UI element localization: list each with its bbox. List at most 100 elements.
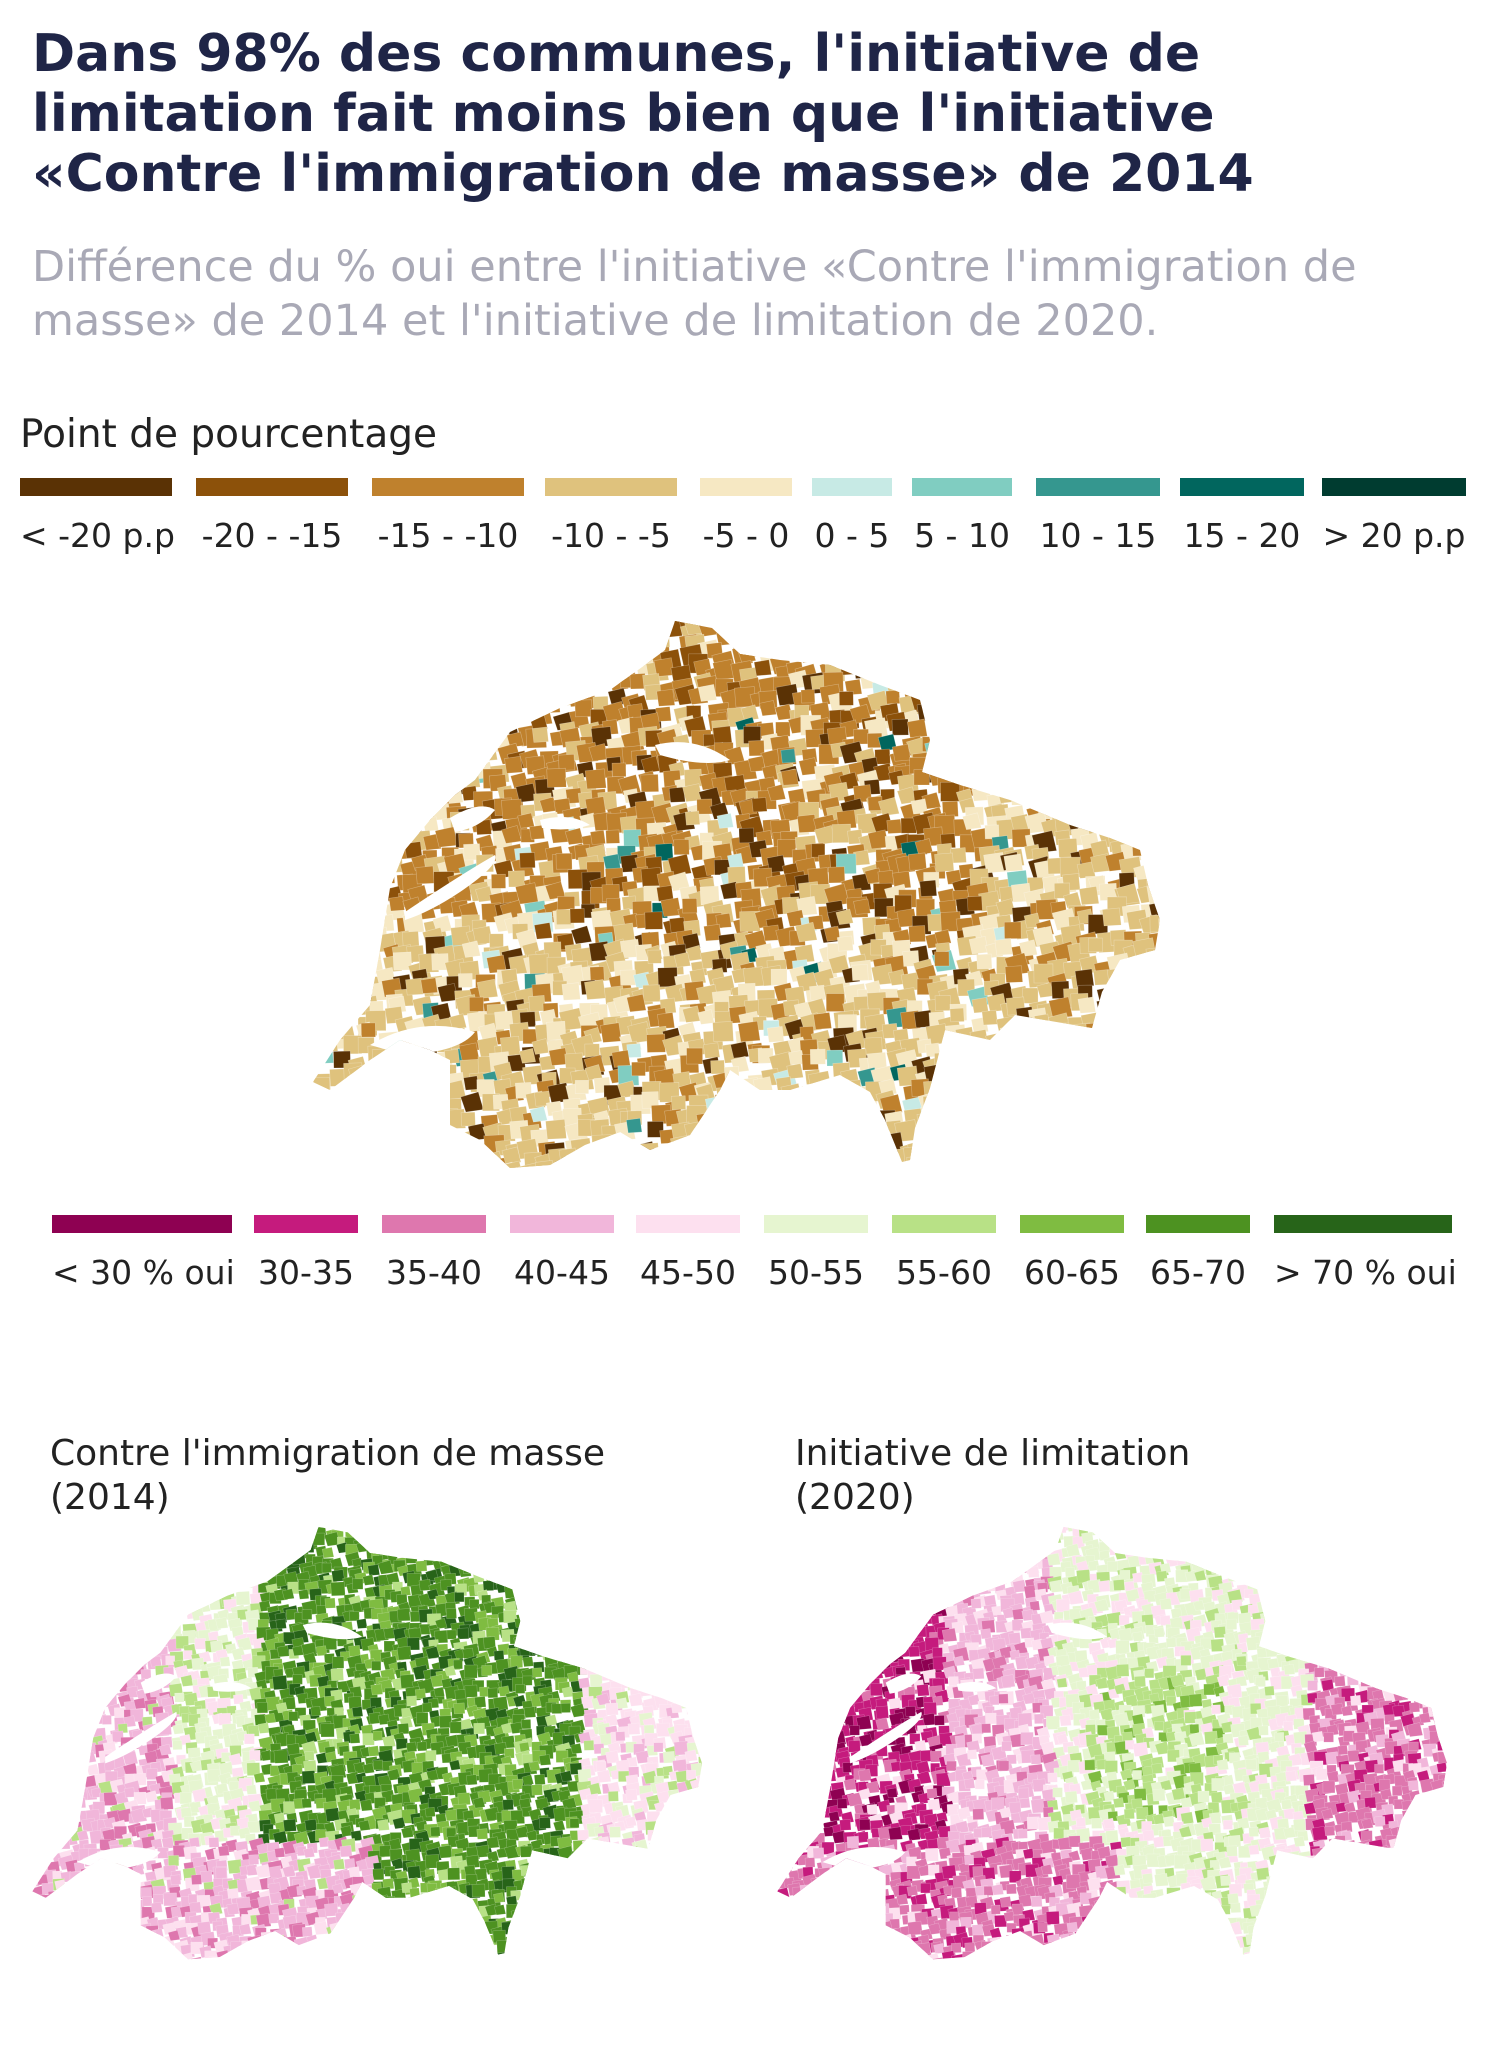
commune-region: [794, 921, 818, 943]
commune-region: [275, 1618, 287, 1630]
commune-region: [730, 1041, 750, 1059]
commune-region: [487, 665, 505, 683]
commune-region: [75, 1603, 88, 1617]
commune-region: [87, 1618, 101, 1632]
commune-region: [313, 1050, 325, 1067]
commune-region: [559, 1605, 575, 1620]
commune-region: [382, 786, 403, 806]
commune-region: [58, 1670, 69, 1681]
commune-region: [1093, 1140, 1110, 1157]
commune-region: [40, 1623, 55, 1638]
commune-region: [1165, 1149, 1182, 1165]
commune-region: [321, 745, 340, 763]
commune-region: [178, 1547, 194, 1562]
commune-region: [712, 725, 733, 745]
commune-region: [836, 935, 854, 952]
commune-region: [919, 879, 938, 897]
commune-region: [392, 785, 408, 801]
commune-region: [55, 1553, 68, 1565]
commune-region: [807, 1070, 833, 1094]
commune-region: [383, 742, 402, 760]
commune-region: [615, 621, 638, 626]
commune-region: [32, 1788, 34, 1801]
commune-region: [796, 1089, 818, 1110]
commune-region: [32, 1598, 39, 1613]
commune-region: [659, 1813, 672, 1825]
commune-region: [83, 1742, 97, 1755]
commune-region: [64, 1703, 78, 1715]
commune-region: [59, 1738, 73, 1750]
commune-region: [66, 1639, 78, 1650]
commune-region: [629, 1539, 645, 1554]
commune-region: [924, 1157, 944, 1168]
commune-region: [801, 621, 825, 630]
commune-region: [619, 1641, 634, 1657]
commune-region: [32, 1730, 43, 1746]
commune-region: [322, 722, 340, 739]
commune-region: [753, 659, 772, 677]
commune-region: [1026, 1108, 1048, 1127]
commune-region: [573, 621, 601, 644]
commune-region: [562, 1537, 576, 1551]
commune-region: [1019, 1025, 1038, 1044]
diff-legend-label: 10 - 15: [1039, 516, 1157, 555]
commune-region: [167, 1536, 183, 1551]
commune-region: [533, 1620, 549, 1635]
diff-legend-label: -10 - -5: [551, 516, 671, 555]
commune-region: [222, 1534, 240, 1550]
commune-regions: [313, 600, 1182, 1168]
commune-region: [1007, 723, 1030, 745]
commune-region: [17, 1753, 29, 1765]
commune-region: [421, 1540, 437, 1554]
commune-region: [1159, 799, 1160, 823]
commune-region: [631, 1672, 648, 1687]
commune-region: [649, 621, 672, 630]
commune-region: [674, 1601, 687, 1613]
commune-region: [697, 1794, 703, 1807]
commune-region: [313, 761, 322, 779]
commune-region: [574, 1079, 589, 1095]
commune-region: [832, 621, 852, 633]
commune-region: [545, 1618, 558, 1630]
commune-region: [691, 1664, 703, 1676]
commune-region: [574, 699, 593, 718]
commune-region: [487, 1687, 499, 1699]
commune-region: [1132, 996, 1155, 1018]
commune-region: [592, 1628, 608, 1643]
commune-region: [733, 621, 754, 640]
commune-region: [1116, 821, 1140, 843]
commune-region: [1036, 755, 1060, 776]
commune-region: [313, 756, 320, 776]
commune-region: [685, 1676, 701, 1692]
commune-region: [642, 1569, 655, 1581]
diff-legend-swatch: [1180, 478, 1304, 496]
commune-region: [115, 1582, 131, 1596]
commune-region: [479, 672, 505, 695]
commune-region: [1071, 756, 1093, 776]
commune-region: [738, 827, 755, 844]
commune-region: [1145, 947, 1160, 963]
commune-region: [313, 730, 314, 749]
commune-region: [119, 1648, 136, 1663]
commune-region: [894, 629, 915, 647]
commune-region: [455, 694, 478, 717]
commune-region: [638, 1526, 650, 1536]
commune-region: [376, 779, 396, 797]
commune-region: [710, 600, 726, 615]
commune-region: [354, 820, 377, 841]
commune-region: [685, 605, 701, 620]
commune-region: [84, 1697, 97, 1709]
commune-region: [1066, 716, 1085, 736]
commune-region: [409, 1165, 430, 1168]
commune-region: [364, 1073, 384, 1093]
commune-region: [476, 978, 499, 999]
commune-region: [406, 630, 423, 647]
commune-region: [424, 1079, 443, 1096]
commune-region: [464, 1684, 478, 1698]
commune-region: [854, 1121, 873, 1139]
map-label-2014: Contre l'immigration de masse (2014): [50, 1433, 606, 1518]
commune-region: [641, 1569, 654, 1582]
commune-region: [993, 637, 1014, 657]
commune-region: [32, 1677, 38, 1691]
commune-region: [35, 1584, 49, 1598]
